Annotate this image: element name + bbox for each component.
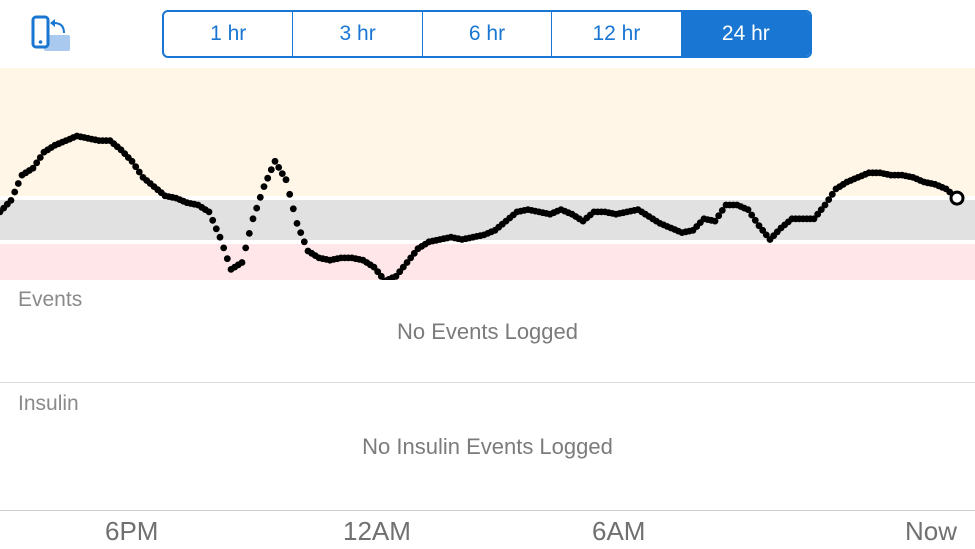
glucose-point (825, 196, 833, 204)
high-range-band (0, 68, 975, 196)
glucose-point (128, 157, 136, 165)
glucose-point (249, 215, 257, 223)
glucose-point (278, 170, 286, 177)
glucose-point (828, 190, 836, 198)
glucose-point (14, 180, 22, 187)
glucose-point (300, 238, 308, 246)
glucose-point (260, 183, 268, 190)
glucose-point (718, 207, 726, 214)
glucose-point (205, 208, 213, 216)
glucose-point (748, 211, 756, 219)
glucose-point (223, 255, 231, 263)
glucose-point (271, 157, 279, 165)
glucose-point (29, 164, 37, 172)
glucose-point (264, 174, 272, 182)
glucose-point (715, 212, 723, 220)
glucose-point (377, 272, 385, 280)
glucose-point (374, 268, 382, 276)
glucose-point (762, 231, 770, 239)
x-tick-label: 6PM (105, 516, 159, 546)
insulin-title: Insulin (18, 392, 79, 415)
glucose-point (238, 259, 246, 266)
range-24hr-button[interactable]: 24 hr (680, 12, 810, 56)
glucose-chart (0, 68, 975, 280)
section-divider (0, 382, 975, 383)
events-empty-message: No Events Logged (396, 319, 579, 344)
glucose-point (396, 268, 404, 276)
glucose-point (293, 220, 301, 227)
range-1hr-button[interactable]: 1 hr (210, 22, 247, 45)
glucose-point (817, 206, 825, 214)
glucose-point (135, 168, 143, 176)
glucose-point (711, 217, 719, 225)
insulin-empty-message: No Insulin Events Logged (362, 434, 613, 459)
x-tick-label: Now (905, 516, 958, 546)
glucose-point (11, 188, 19, 196)
glucose-point (392, 272, 400, 280)
glucose-point (33, 159, 41, 167)
time-range-selector: 1 hr 3 hr 6 hr 12 hr 24 hr (162, 10, 812, 58)
events-title: Events (18, 288, 83, 311)
glucose-point (759, 226, 767, 234)
glucose-point (209, 216, 217, 224)
x-tick-label: 12AM (343, 516, 411, 546)
glucose-point (289, 205, 297, 213)
glucose-point (275, 164, 283, 171)
range-12hr-button[interactable]: 12 hr (551, 12, 680, 56)
glucose-point (282, 176, 290, 184)
glucose-point (7, 197, 15, 204)
glucose-point (297, 229, 305, 237)
glucose-point (216, 233, 224, 241)
glucose-point (810, 215, 818, 223)
glucose-point (370, 263, 378, 271)
glucose-point (253, 204, 261, 212)
glucose-point (267, 166, 275, 174)
glucose-point (814, 210, 822, 218)
glucose-point (399, 263, 407, 271)
glucose-point (407, 254, 415, 262)
glucose-point (242, 244, 250, 252)
range-3hr-button[interactable]: 3 hr (292, 12, 421, 56)
range-6hr-button[interactable]: 6 hr (421, 12, 551, 56)
glucose-point (36, 154, 44, 161)
low-range-band (0, 244, 975, 280)
glucose-point (245, 230, 253, 237)
current-reading-point (949, 190, 965, 206)
x-tick-label: 6AM (592, 516, 646, 546)
glucose-point (256, 193, 264, 201)
glucose-point (132, 163, 140, 171)
device-rotate-icon[interactable] (30, 15, 74, 55)
glucose-point (744, 206, 752, 214)
glucose-point (755, 222, 763, 230)
glucose-point (751, 216, 759, 224)
glucose-point (220, 244, 228, 252)
glucose-point (403, 259, 411, 266)
glucose-point (212, 225, 220, 233)
glucose-point (410, 249, 418, 257)
glucose-trace (0, 132, 965, 280)
glucose-point (821, 201, 829, 209)
glucose-point (286, 190, 294, 198)
time-axis-line (0, 510, 975, 511)
